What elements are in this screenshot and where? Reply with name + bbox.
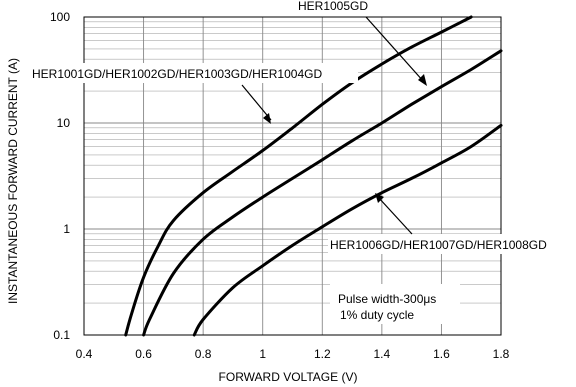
series-line-her1005 — [142, 49, 503, 337]
series-label-her1001-1004: HER1001GD/HER1002GD/HER1003GD/HER1004GD — [32, 67, 322, 81]
y-tick-label: 1 — [63, 222, 70, 236]
label-background-her1006 — [328, 234, 572, 254]
x-tick-label: 0.6 — [135, 347, 152, 361]
x-axis-title: FORWARD VOLTAGE (V) — [219, 370, 358, 384]
pulse-width-note: Pulse width-300μs — [338, 292, 436, 306]
x-tick-label: 1.6 — [433, 347, 450, 361]
series-line-her1006-1008 — [192, 123, 503, 337]
series-curves — [124, 15, 503, 337]
label-background-her1001 — [30, 63, 358, 83]
x-tick-label: 0.4 — [76, 347, 93, 361]
duty-cycle-note: 1% duty cycle — [340, 308, 414, 322]
y-tick-labels: 0.1 1 10 100 — [50, 10, 70, 342]
x-tick-label: 1.4 — [374, 347, 391, 361]
x-tick-label: 0.8 — [195, 347, 212, 361]
x-tick-label: 1 — [259, 347, 266, 361]
y-axis-title: INSTANTANEOUS FORWARD CURRENT (A) — [6, 58, 20, 304]
pulse-note-background — [330, 284, 460, 324]
arrow-her1005-head — [418, 74, 427, 86]
x-tick-label: 1.8 — [493, 347, 510, 361]
arrow-her1001-line — [241, 84, 272, 121]
x-tick-label: 1.2 — [314, 347, 331, 361]
x-tick-labels: 0.4 0.6 0.8 1 1.2 1.4 1.6 1.8 — [76, 347, 510, 361]
series-label-her1006-1008: HER1006GD/HER1007GD/HER1008GD — [330, 238, 547, 252]
plot-frame — [83, 16, 502, 336]
arrow-her1006-line — [377, 196, 413, 235]
series-line-her1001-1004 — [124, 15, 473, 337]
series-label-her1005: HER1005GD — [298, 0, 368, 13]
y-tick-label: 10 — [57, 116, 71, 130]
y-tick-label: 0.1 — [53, 328, 70, 342]
y-tick-label: 100 — [50, 10, 70, 24]
arrow-her1005-line — [365, 16, 425, 83]
arrow-her1001-head — [263, 113, 271, 124]
arrow-her1006-head — [375, 193, 384, 203]
